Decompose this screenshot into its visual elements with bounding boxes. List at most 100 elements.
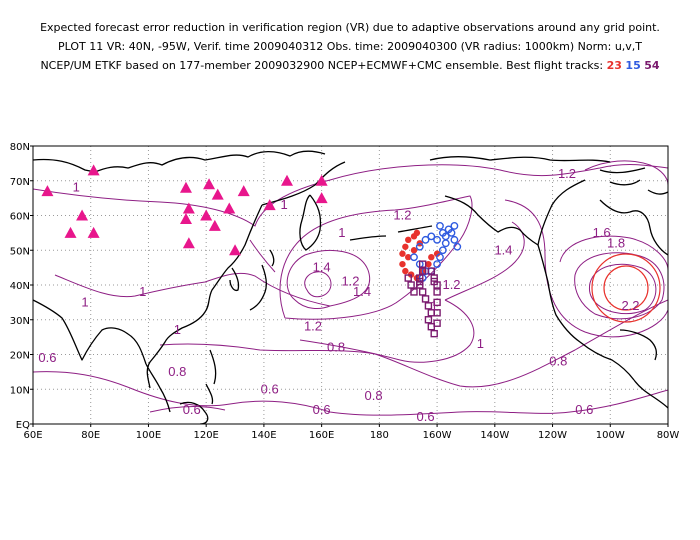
header-title: Expected forecast error reduction in ver…: [40, 21, 660, 34]
track-23-point: [428, 254, 435, 261]
contour-1-2-arctic: [584, 160, 668, 186]
header-ensemble-text: NCEP/UM ETKF based on 177-member 2009032…: [40, 59, 604, 72]
coastline-west-north-america: [537, 244, 635, 381]
observation-triangle: [315, 174, 328, 186]
contour-lines: [33, 160, 668, 416]
contour-0-6-pacific: [33, 371, 668, 416]
contour-value-label: 1: [338, 225, 345, 240]
track-54-point: [433, 309, 441, 317]
observation-triangle: [281, 174, 293, 186]
track-15-point: [438, 228, 447, 237]
contour-1-2-west-pacific: [279, 195, 473, 320]
track-23-point: [410, 247, 418, 254]
contour-value-label: 1.6: [593, 225, 611, 240]
latitude-label: 10N: [10, 385, 30, 396]
contour-value-label: 1.2: [304, 319, 322, 334]
latitude-label: 40N: [10, 281, 30, 292]
contour-value-label: 0.6: [575, 402, 593, 417]
contour-1-4-west-pacific: [286, 249, 371, 309]
contour-value-label: 0.6: [261, 381, 279, 396]
observation-triangle: [182, 202, 195, 214]
flight-tracks: [399, 222, 462, 338]
longitude-label: 80W: [657, 430, 680, 441]
track-54-point: [407, 281, 415, 289]
coastline-east-asia: [146, 204, 263, 389]
track-54-point: [433, 319, 441, 327]
track-54-point: [418, 267, 427, 275]
track-15-point: [453, 242, 462, 251]
coastline-india: [33, 299, 147, 365]
track-15-point: [427, 232, 436, 241]
longitude-label: 120W: [538, 430, 567, 441]
contour-0-8-pacific: [159, 299, 668, 388]
coastline-borneo: [179, 401, 209, 424]
track-54-point: [433, 288, 441, 296]
coastline-central-america: [633, 379, 668, 409]
track-label-red: 23: [606, 59, 622, 72]
contour-value-label: 1.2: [442, 277, 460, 292]
coastline-philippines: [205, 349, 217, 405]
contour-value-label: 1: [174, 322, 181, 337]
latitude-label: 70N: [10, 177, 30, 188]
contour-value-label: 0.8: [549, 353, 567, 368]
observation-triangle: [179, 181, 192, 193]
track-15-point: [441, 239, 450, 248]
track-15-point: [433, 260, 441, 269]
contour-value-label: 1.8: [607, 235, 625, 250]
track-23-point: [405, 254, 412, 261]
contour-value-label: 1.2: [393, 208, 411, 223]
latitude-label: 50N: [10, 246, 30, 257]
contour-value-label: 1.2: [341, 274, 359, 289]
observation-triangle: [203, 178, 216, 190]
contour-1-4-east: [504, 199, 668, 338]
coastline-arctic-islands: [599, 167, 668, 195]
plot-header: Expected forecast error reduction in ver…: [0, 18, 700, 75]
contour-value-label: 0.6: [417, 409, 435, 424]
observation-triangle: [182, 237, 195, 249]
longitude-label: 80E: [81, 430, 100, 441]
contour-value-label: 1: [139, 284, 146, 299]
contour-1-0-north: [33, 164, 668, 227]
coastline-okhotsk-coast: [261, 161, 346, 206]
contour-1-0-asia: [54, 272, 331, 307]
observation-triangle: [41, 185, 54, 197]
contour-value-label: 0.8: [365, 388, 383, 403]
contour-value-label: 1: [280, 197, 287, 212]
observation-triangle: [64, 226, 77, 238]
observation-triangle: [229, 244, 242, 256]
latitude-label: 20N: [10, 351, 30, 362]
coastline-southeast-asia: [145, 363, 171, 413]
contour-value-label: 1.4: [353, 284, 371, 299]
track-54-point: [416, 277, 424, 286]
observation-triangle: [200, 209, 213, 221]
track-23-point: [399, 250, 406, 257]
contour-value-label: 1.4: [494, 242, 512, 257]
contour-1-8-east: [574, 252, 665, 320]
header-plot-info: PLOT 11 VR: 40N, -95W, Verif. time 20090…: [57, 40, 643, 53]
track-23-point: [425, 260, 432, 268]
track-23-point: [399, 260, 406, 268]
latitude-axis: 80N 70N 60N 50N 40N 30N 20N 10N EQ: [10, 142, 33, 431]
latitude-label: 80N: [10, 142, 30, 153]
longitude-label: 180: [370, 430, 389, 441]
contour-value-label: 0.6: [38, 350, 56, 365]
track-54-point: [424, 302, 433, 310]
track-15-point: [421, 235, 430, 244]
track-23-point: [402, 243, 409, 250]
observation-triangle: [237, 185, 250, 197]
observation-triangle: [179, 212, 192, 224]
observation-triangle: [87, 226, 100, 238]
longitude-label: 100E: [136, 430, 161, 441]
track-54-point: [421, 295, 430, 303]
track-15-point: [438, 246, 447, 255]
contour-value-label: 0.8: [327, 340, 345, 355]
longitude-label: 140E: [251, 430, 276, 441]
longitude-label: 160E: [309, 430, 334, 441]
contour-value-label: 0.6: [313, 402, 331, 417]
track-54-point: [427, 267, 436, 275]
contour-value-label: 1: [431, 298, 438, 313]
track-23-point: [405, 236, 412, 244]
contour-value-label: 2.2: [621, 298, 639, 313]
longitude-label: 120E: [193, 430, 218, 441]
